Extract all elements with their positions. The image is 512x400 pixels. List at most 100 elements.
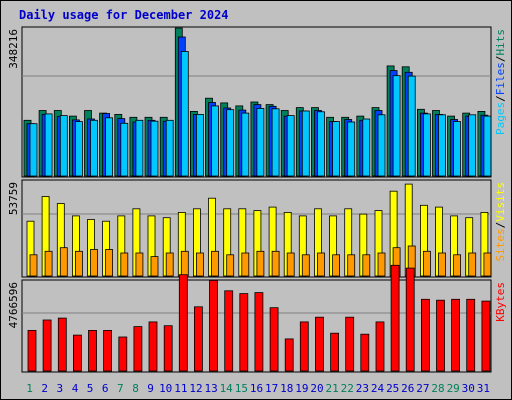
bar-sites	[271, 250, 280, 277]
x-tick-label: 3	[56, 382, 63, 395]
bar-pages	[301, 110, 310, 177]
chart-title: Daily usage for December 2024	[19, 8, 229, 22]
x-tick-label: 29	[447, 382, 460, 395]
x-tick-label: 5	[87, 382, 94, 395]
bar-kbytes	[239, 293, 249, 372]
bar-kbytes	[284, 338, 294, 372]
bar-kbytes	[118, 336, 128, 372]
axis-key-part: KBytes	[494, 282, 507, 322]
ymax-label: 348216	[7, 29, 20, 69]
axis-key-part: Hits	[494, 29, 507, 56]
bar-sites	[211, 250, 219, 277]
bar-sites	[44, 250, 53, 277]
bar-kbytes	[466, 298, 476, 372]
x-tick-label: 27	[416, 382, 429, 395]
x-tick-label: 30	[462, 382, 475, 395]
bar-kbytes	[254, 292, 264, 372]
bar-pages	[44, 113, 53, 177]
x-tick-label: 11	[174, 382, 187, 395]
bar-kbytes	[330, 332, 340, 372]
x-tick-label: 8	[132, 382, 139, 395]
bar-sites	[90, 249, 98, 277]
bar-kbytes	[224, 290, 234, 372]
bar-pages	[90, 119, 98, 177]
bar-sites	[332, 254, 341, 277]
axis-key-part: /	[494, 222, 507, 229]
bar-pages	[150, 120, 159, 177]
x-tick-label: 13	[204, 382, 217, 395]
bar-pages	[453, 121, 462, 177]
x-tick-label: 18	[280, 382, 293, 395]
ymax-label: 4766596	[7, 282, 20, 328]
bar-sites	[362, 254, 371, 277]
bar-kbytes	[436, 299, 445, 372]
axis-key-label: KBytes	[494, 282, 507, 322]
bar-kbytes	[148, 321, 158, 372]
axis-key-label: Sites/Visits	[494, 182, 507, 262]
x-tick-label: 14	[220, 382, 234, 395]
bar-kbytes	[57, 317, 67, 372]
x-tick-label: 20	[310, 382, 323, 395]
bar-kbytes	[133, 326, 143, 372]
x-tick-label: 7	[117, 382, 124, 395]
bar-kbytes	[163, 325, 173, 372]
x-tick-label: 31	[477, 382, 490, 395]
bar-pages	[377, 114, 386, 177]
bar-kbytes	[178, 274, 188, 372]
x-tick-label: 19	[295, 382, 308, 395]
bar-kbytes	[103, 329, 112, 372]
bar-sites	[120, 252, 129, 277]
axis-key-part: Sites	[494, 228, 507, 261]
bar-pages	[211, 105, 219, 177]
ymax-label: 53759	[7, 182, 20, 215]
bar-pages	[407, 75, 416, 177]
bar-pages	[59, 115, 68, 177]
bar-sites	[150, 256, 159, 277]
bar-kbytes	[360, 333, 370, 372]
bar-pages	[392, 75, 401, 177]
bar-pages	[256, 108, 265, 177]
bar-pages	[226, 109, 235, 177]
bar-kbytes	[420, 298, 430, 372]
bar-kbytes	[451, 298, 461, 372]
bar-pages	[438, 114, 446, 177]
bar-sites	[180, 250, 189, 277]
bar-sites	[105, 249, 113, 277]
bar-sites	[468, 252, 477, 277]
bar-kbytes	[193, 306, 203, 372]
x-tick-label: 21	[325, 382, 338, 395]
x-tick-label: 1	[26, 382, 33, 395]
axis-key-label: Pages/Files/Hits	[494, 29, 507, 135]
bar-pages	[135, 119, 144, 177]
bar-sites	[256, 250, 265, 277]
bar-sites	[241, 252, 250, 277]
x-tick-label: 28	[431, 382, 444, 395]
axis-key-part: /	[494, 95, 507, 102]
x-tick-label: 25	[386, 382, 399, 395]
bar-pages	[332, 121, 341, 177]
bar-sites	[286, 252, 295, 277]
bar-sites	[75, 250, 83, 277]
axis-key-part: Pages	[494, 102, 507, 135]
x-tick-label: 9	[147, 382, 154, 395]
x-tick-label: 23	[356, 382, 369, 395]
bar-sites	[317, 252, 325, 277]
bar-pages	[347, 121, 356, 177]
x-tick-label: 12	[189, 382, 202, 395]
bar-pages	[165, 119, 174, 177]
x-tick-label: 17	[265, 382, 278, 395]
x-tick-label: 4	[72, 382, 79, 395]
bar-sites	[59, 247, 68, 277]
bar-sites	[422, 250, 431, 277]
bar-sites	[165, 252, 174, 277]
bar-sites	[377, 252, 386, 277]
bar-pages	[317, 111, 325, 177]
x-tick-label: 26	[401, 382, 414, 395]
x-tick-label: 22	[341, 382, 354, 395]
bar-pages	[271, 108, 280, 177]
bar-pages	[286, 115, 295, 177]
bar-sites	[135, 252, 144, 277]
bar-kbytes	[375, 321, 385, 372]
bar-kbytes	[405, 267, 415, 372]
bar-pages	[483, 115, 492, 177]
